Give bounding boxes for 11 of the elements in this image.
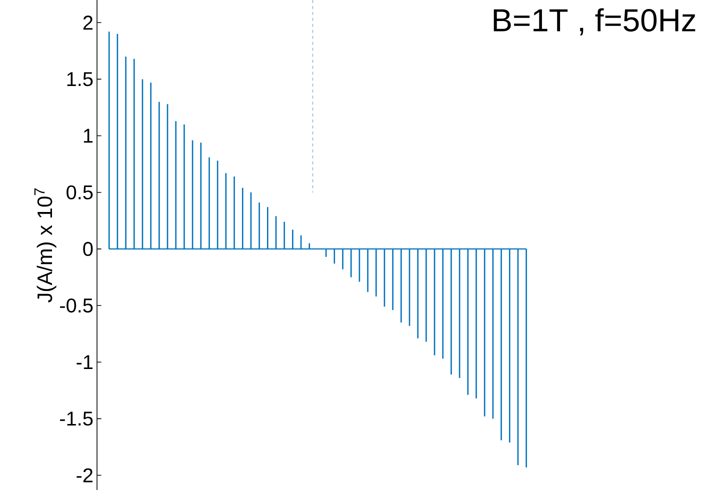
y-tick-label: 0 <box>83 242 93 256</box>
y-tick-label: 1.5 <box>67 72 93 86</box>
y-tick-label: -1 <box>76 355 93 369</box>
y-tick-label: -1.5 <box>60 412 93 426</box>
y-axis-title: J(A/m) x 10$^{7}$ <box>34 188 56 302</box>
y-tick-label: -2 <box>76 468 92 482</box>
y-tick-label: 2 <box>83 16 92 30</box>
y-tick-label: 0.5 <box>66 185 93 200</box>
text: B=1T , f=50Hz <box>494 8 696 36</box>
y-tick-label: 1 <box>84 128 93 143</box>
y-tick-label: -0.5 <box>60 298 93 313</box>
